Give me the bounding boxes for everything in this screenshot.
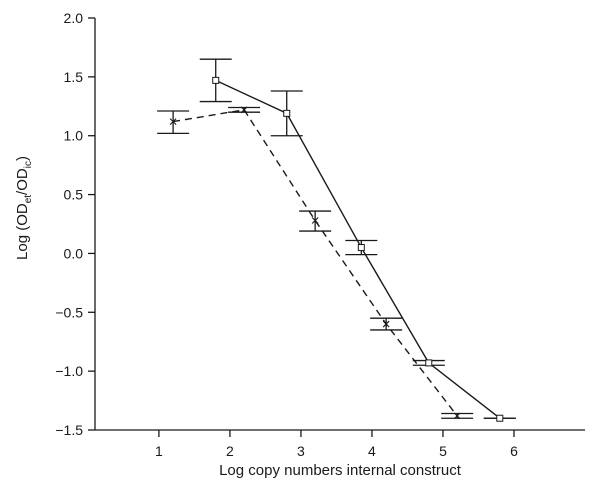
- y-axis-title-sub2: ic: [23, 161, 34, 168]
- x-ticks: 1 2 3 4 5 6: [155, 430, 518, 459]
- data-point: [496, 414, 504, 422]
- series-1: [199, 58, 516, 422]
- y-axis-title: Log (ODet/ODic): [14, 156, 34, 260]
- data-point: [212, 76, 220, 84]
- data-point: [311, 217, 319, 224]
- x-tick-label: 5: [439, 443, 447, 459]
- y-tick-label: 1.5: [64, 69, 84, 85]
- x-axis-title: Log copy numbers internal construct: [219, 462, 462, 479]
- series-2: [157, 106, 474, 420]
- data-point: [382, 320, 390, 328]
- y-tick-label: 0.0: [64, 245, 84, 261]
- data-point-stroke: [240, 106, 248, 114]
- axes: [94, 18, 585, 431]
- data-point: [357, 244, 365, 252]
- y-tick-label: −1.5: [55, 422, 83, 438]
- y-axis-title-pre: Log (OD: [14, 203, 31, 260]
- y-tick-label: 1.0: [64, 128, 84, 144]
- data-point: [283, 109, 291, 117]
- y-tick-label: −1.0: [55, 363, 83, 379]
- data-point: [425, 359, 433, 367]
- y-tick-label: 2.0: [64, 10, 84, 26]
- y-ticks: 2.0 1.5 1.0 0.5 0.0 −0.5 −1.0 −1.5: [55, 10, 95, 438]
- y-axis-title-mid: /OD: [14, 168, 31, 195]
- data-point-stroke: [453, 412, 461, 420]
- y-tick-label: 0.5: [64, 187, 84, 203]
- data-point-stroke: [311, 217, 319, 224]
- x-tick-label: 2: [226, 443, 234, 459]
- data-point: [453, 412, 461, 420]
- data-point-stroke: [169, 118, 177, 125]
- series-layer: [157, 58, 516, 422]
- series-line: [173, 109, 458, 417]
- x-tick-label: 6: [510, 443, 518, 459]
- x-tick-label: 3: [297, 443, 305, 459]
- y-tick-label: −0.5: [55, 304, 83, 320]
- data-point-stroke: [382, 320, 390, 328]
- y-axis-title-sub1: et: [23, 195, 34, 204]
- y-axis-title-post: ): [14, 156, 31, 161]
- x-tick-label: 4: [368, 443, 376, 459]
- data-point: [169, 118, 177, 125]
- data-point: [240, 106, 248, 114]
- x-tick-label: 1: [155, 443, 163, 459]
